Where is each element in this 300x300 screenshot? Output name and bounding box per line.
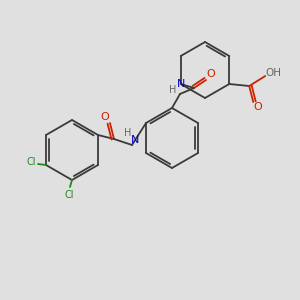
Text: OH: OH [265, 68, 281, 78]
Text: N: N [177, 79, 185, 89]
Text: N: N [131, 135, 139, 145]
Text: Cl: Cl [64, 190, 74, 200]
Text: Cl: Cl [26, 157, 36, 167]
Text: O: O [100, 112, 109, 122]
Text: H: H [124, 128, 132, 138]
Text: O: O [254, 102, 262, 112]
Text: O: O [207, 69, 215, 79]
Text: H: H [169, 85, 177, 95]
